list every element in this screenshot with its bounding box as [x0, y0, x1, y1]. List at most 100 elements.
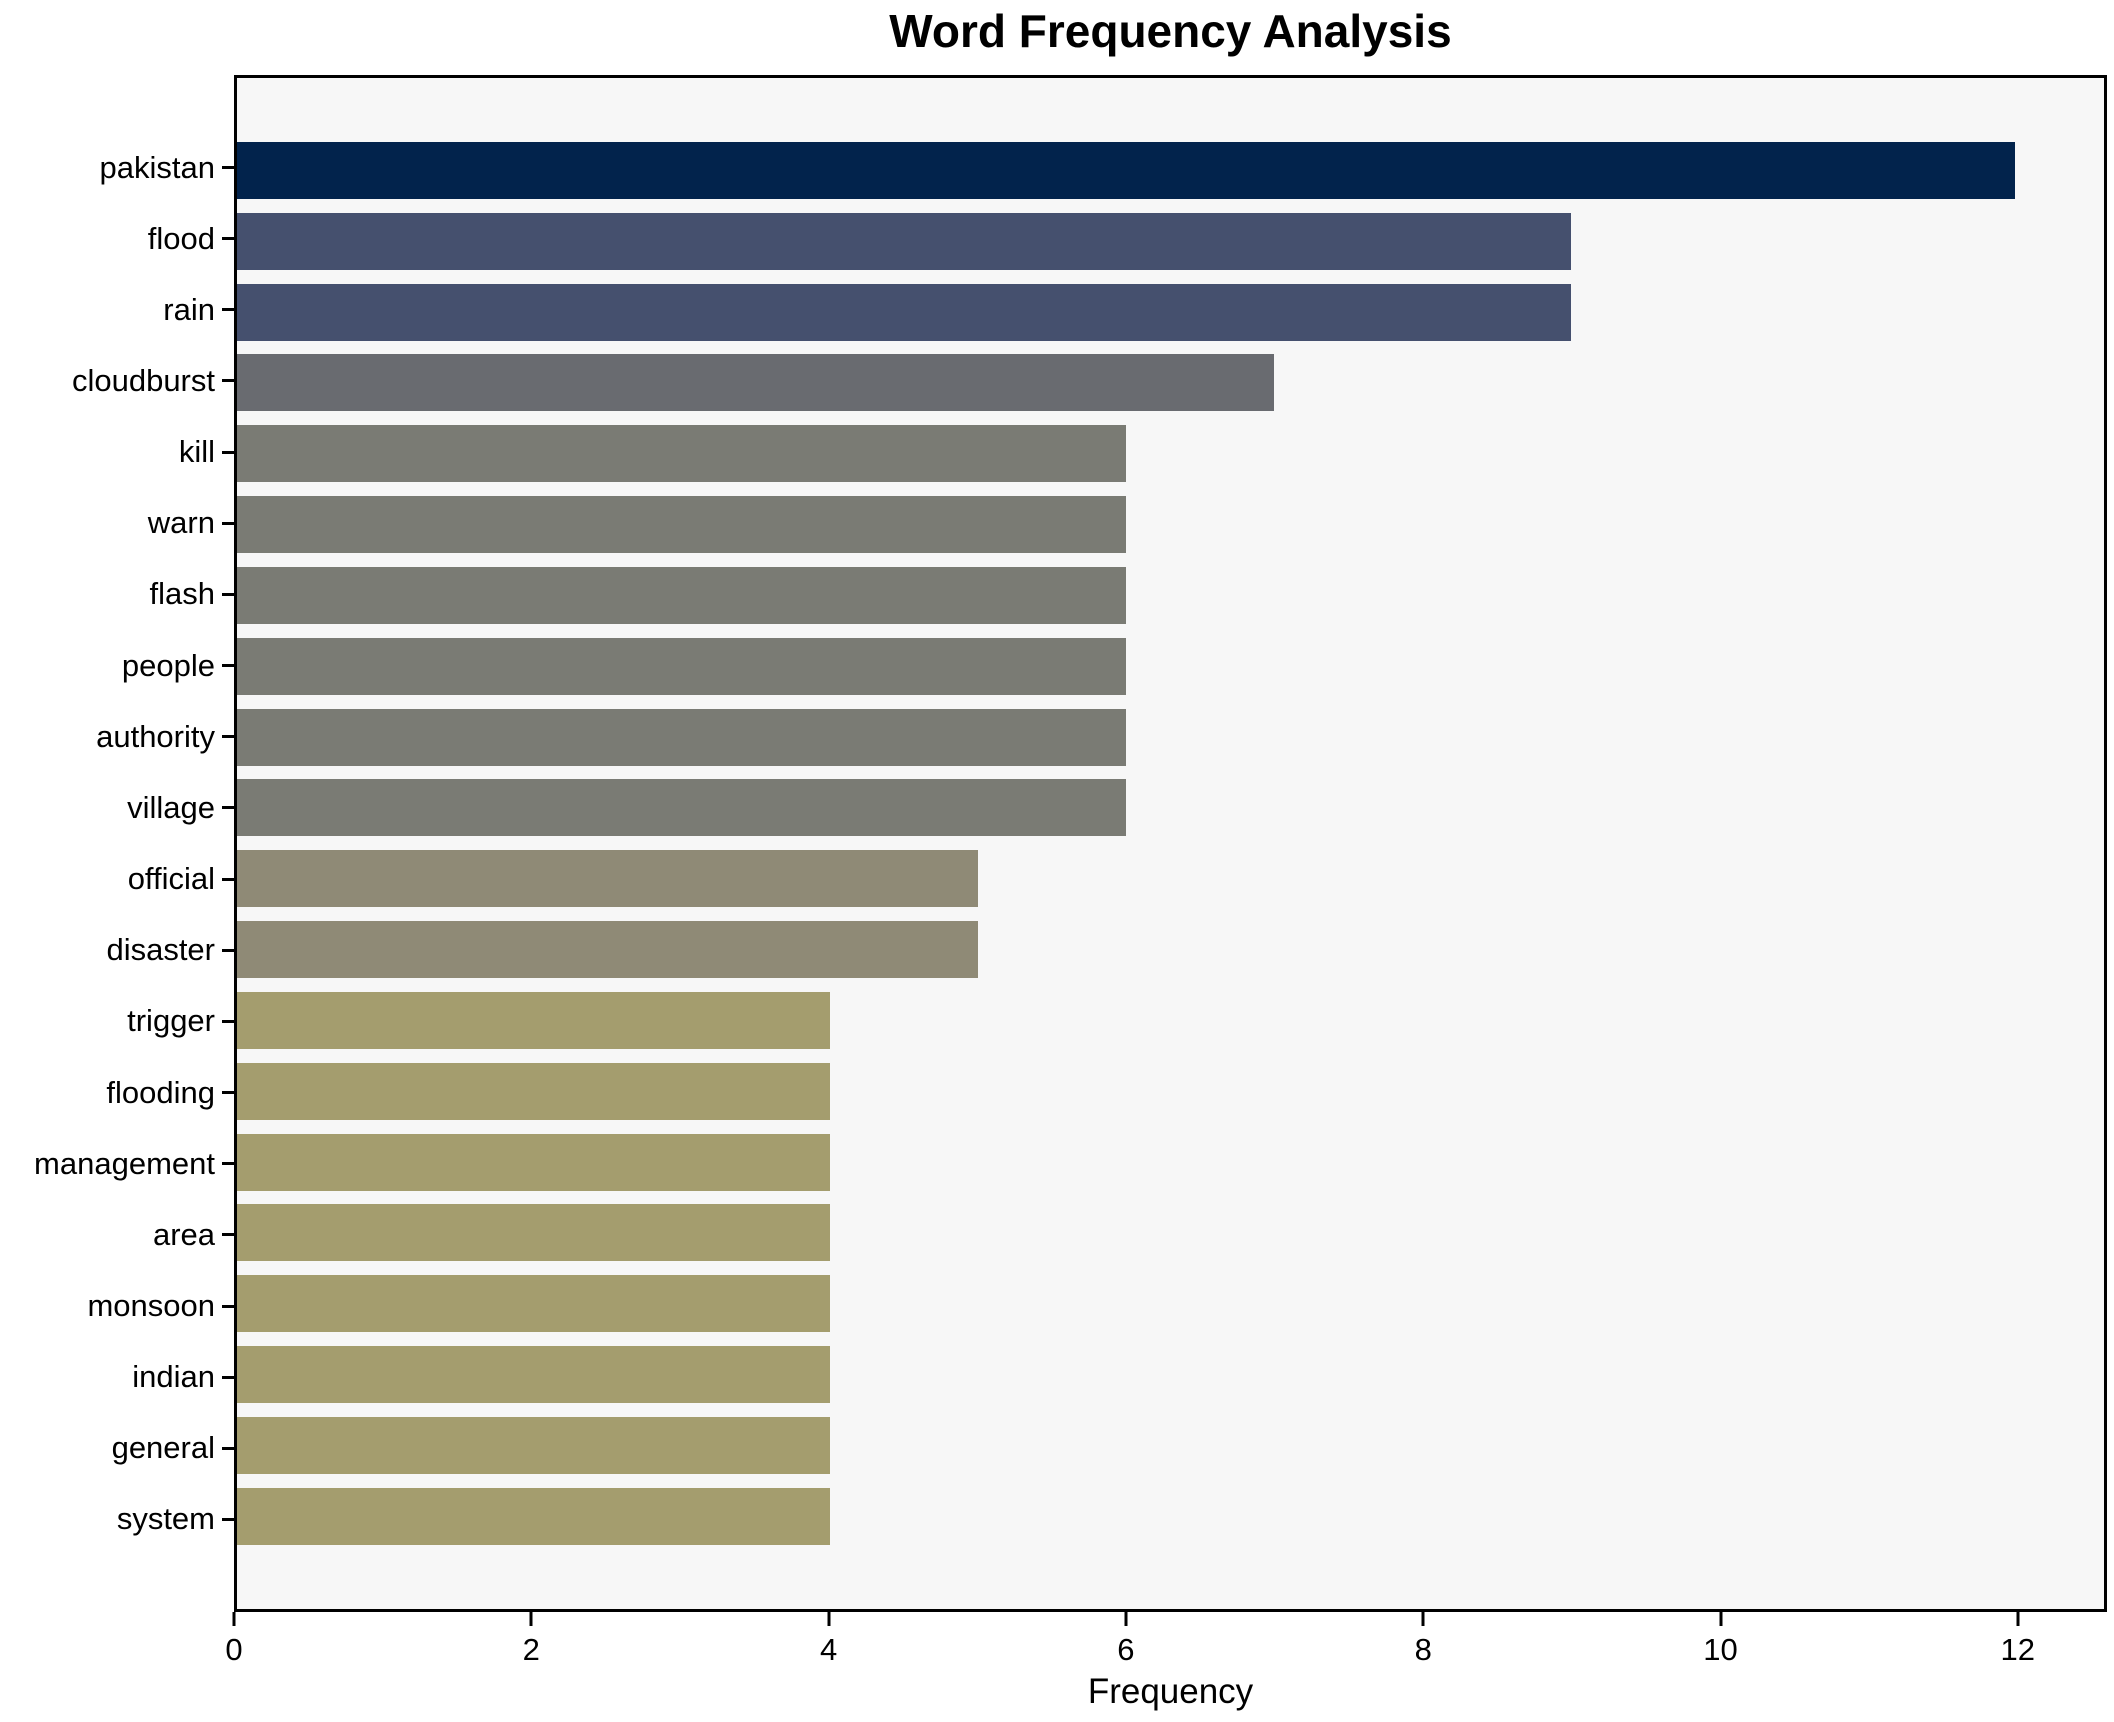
x-tick-label: 0 — [225, 1632, 243, 1667]
x-tick-mark — [529, 1612, 533, 1626]
y-label-row: people — [0, 637, 234, 694]
y-tick-mark — [222, 592, 234, 596]
bar-row — [237, 1487, 2104, 1545]
bar-row — [237, 1062, 2104, 1120]
y-tick-mark — [222, 664, 234, 668]
bar-row — [237, 425, 2104, 483]
bar-authority — [237, 708, 1127, 766]
bar-management — [237, 1133, 830, 1191]
y-tick-label: flood — [147, 220, 215, 256]
x-tick-label: 6 — [1117, 1632, 1135, 1667]
bar-pakistan — [237, 142, 2016, 199]
y-tick-label: monsoon — [87, 1288, 215, 1323]
bar-row — [237, 354, 2104, 412]
bar-flood — [237, 212, 1571, 270]
bar-trigger — [237, 991, 830, 1049]
y-label-row: system — [0, 1491, 234, 1548]
chart-title: Word Frequency Analysis — [889, 5, 1452, 57]
y-tick-label: people — [121, 647, 215, 683]
x-tick-mark — [232, 1612, 236, 1626]
bar-row — [237, 142, 2104, 199]
bar-official — [237, 850, 978, 908]
y-tick-mark — [222, 948, 234, 952]
y-tick-label: rain — [163, 291, 215, 327]
y-label-row: general — [0, 1420, 234, 1477]
bar-row — [237, 566, 2104, 624]
y-tick-mark — [222, 1304, 234, 1308]
y-tick-label: management — [34, 1145, 215, 1181]
bar-row — [237, 991, 2104, 1049]
bars-container — [237, 78, 2104, 1609]
x-tick-mark — [2016, 1612, 2020, 1626]
y-tick-label: warn — [147, 505, 215, 541]
plot-area — [234, 75, 2107, 1612]
x-tick-label: 2 — [522, 1632, 540, 1667]
x-tick-mark — [1421, 1612, 1425, 1626]
bar-row — [237, 1346, 2104, 1404]
bar-indian — [237, 1346, 830, 1404]
y-tick-label: flooding — [106, 1074, 215, 1110]
y-tick-label: cloudburst — [71, 362, 215, 398]
bar-cloudburst — [237, 354, 1275, 412]
y-axis-labels: pakistan flood rain cloudburst kill warn flash… — [0, 75, 234, 1612]
bar-row — [237, 637, 2104, 695]
x-tick-label: 12 — [2000, 1632, 2036, 1667]
y-tick-label: general — [111, 1430, 215, 1466]
y-tick-mark — [222, 1162, 234, 1166]
bar-flash — [237, 566, 1127, 624]
y-label-row: pakistan — [0, 139, 234, 196]
y-label-row: flash — [0, 566, 234, 623]
y-tick-mark — [222, 450, 234, 454]
y-label-row: trigger — [0, 993, 234, 1050]
x-tick-label: 4 — [819, 1632, 838, 1667]
bar-row — [237, 212, 2104, 270]
y-tick-mark — [222, 379, 234, 383]
y-tick-label: official — [127, 861, 215, 897]
y-tick-mark — [222, 521, 234, 525]
bar-row — [237, 1204, 2104, 1262]
x-tick-mark — [827, 1612, 831, 1626]
bar-people — [237, 637, 1127, 695]
bar-monsoon — [237, 1275, 830, 1333]
y-tick-mark — [222, 1375, 234, 1379]
y-label-row: indian — [0, 1349, 234, 1406]
bar-flooding — [237, 1062, 830, 1120]
bar-row — [237, 1133, 2104, 1191]
y-tick-label: indian — [132, 1359, 215, 1395]
y-label-row: flooding — [0, 1064, 234, 1121]
bar-row — [237, 708, 2104, 766]
bar-row — [237, 779, 2104, 837]
y-tick-mark — [222, 1446, 234, 1450]
bar-area — [237, 1204, 830, 1262]
bar-village — [237, 779, 1127, 837]
x-tick-mark — [1719, 1612, 1722, 1626]
y-tick-label: authority — [96, 718, 215, 754]
y-tick-mark — [222, 806, 234, 810]
x-axis: 0 2 4 6 8 10 12 — [225, 1612, 2107, 1682]
y-tick-label: area — [152, 1216, 215, 1252]
bar-row — [237, 1275, 2104, 1333]
x-tick-mark — [1124, 1612, 1128, 1626]
y-tick-label: flash — [149, 576, 215, 612]
y-label-row: monsoon — [0, 1278, 234, 1335]
x-tick-label: 8 — [1414, 1632, 1432, 1667]
y-label-row: area — [0, 1206, 234, 1263]
y-tick-mark — [222, 1091, 234, 1095]
y-label-row: warn — [0, 495, 234, 552]
y-tick-label: system — [116, 1501, 215, 1537]
y-tick-label: pakistan — [99, 149, 215, 185]
y-label-row: rain — [0, 281, 234, 338]
bar-kill — [237, 425, 1127, 483]
y-label-row: kill — [0, 424, 234, 481]
x-tick-label: 10 — [1703, 1632, 1738, 1667]
y-tick-mark — [222, 735, 234, 739]
bar-system — [237, 1487, 830, 1545]
y-label-row: authority — [0, 708, 234, 765]
y-tick-mark — [222, 237, 234, 241]
y-tick-mark — [222, 1233, 234, 1237]
y-label-row: official — [0, 851, 234, 908]
bar-rain — [237, 283, 1571, 341]
bar-disaster — [237, 921, 978, 979]
y-tick-label: trigger — [127, 1003, 215, 1039]
